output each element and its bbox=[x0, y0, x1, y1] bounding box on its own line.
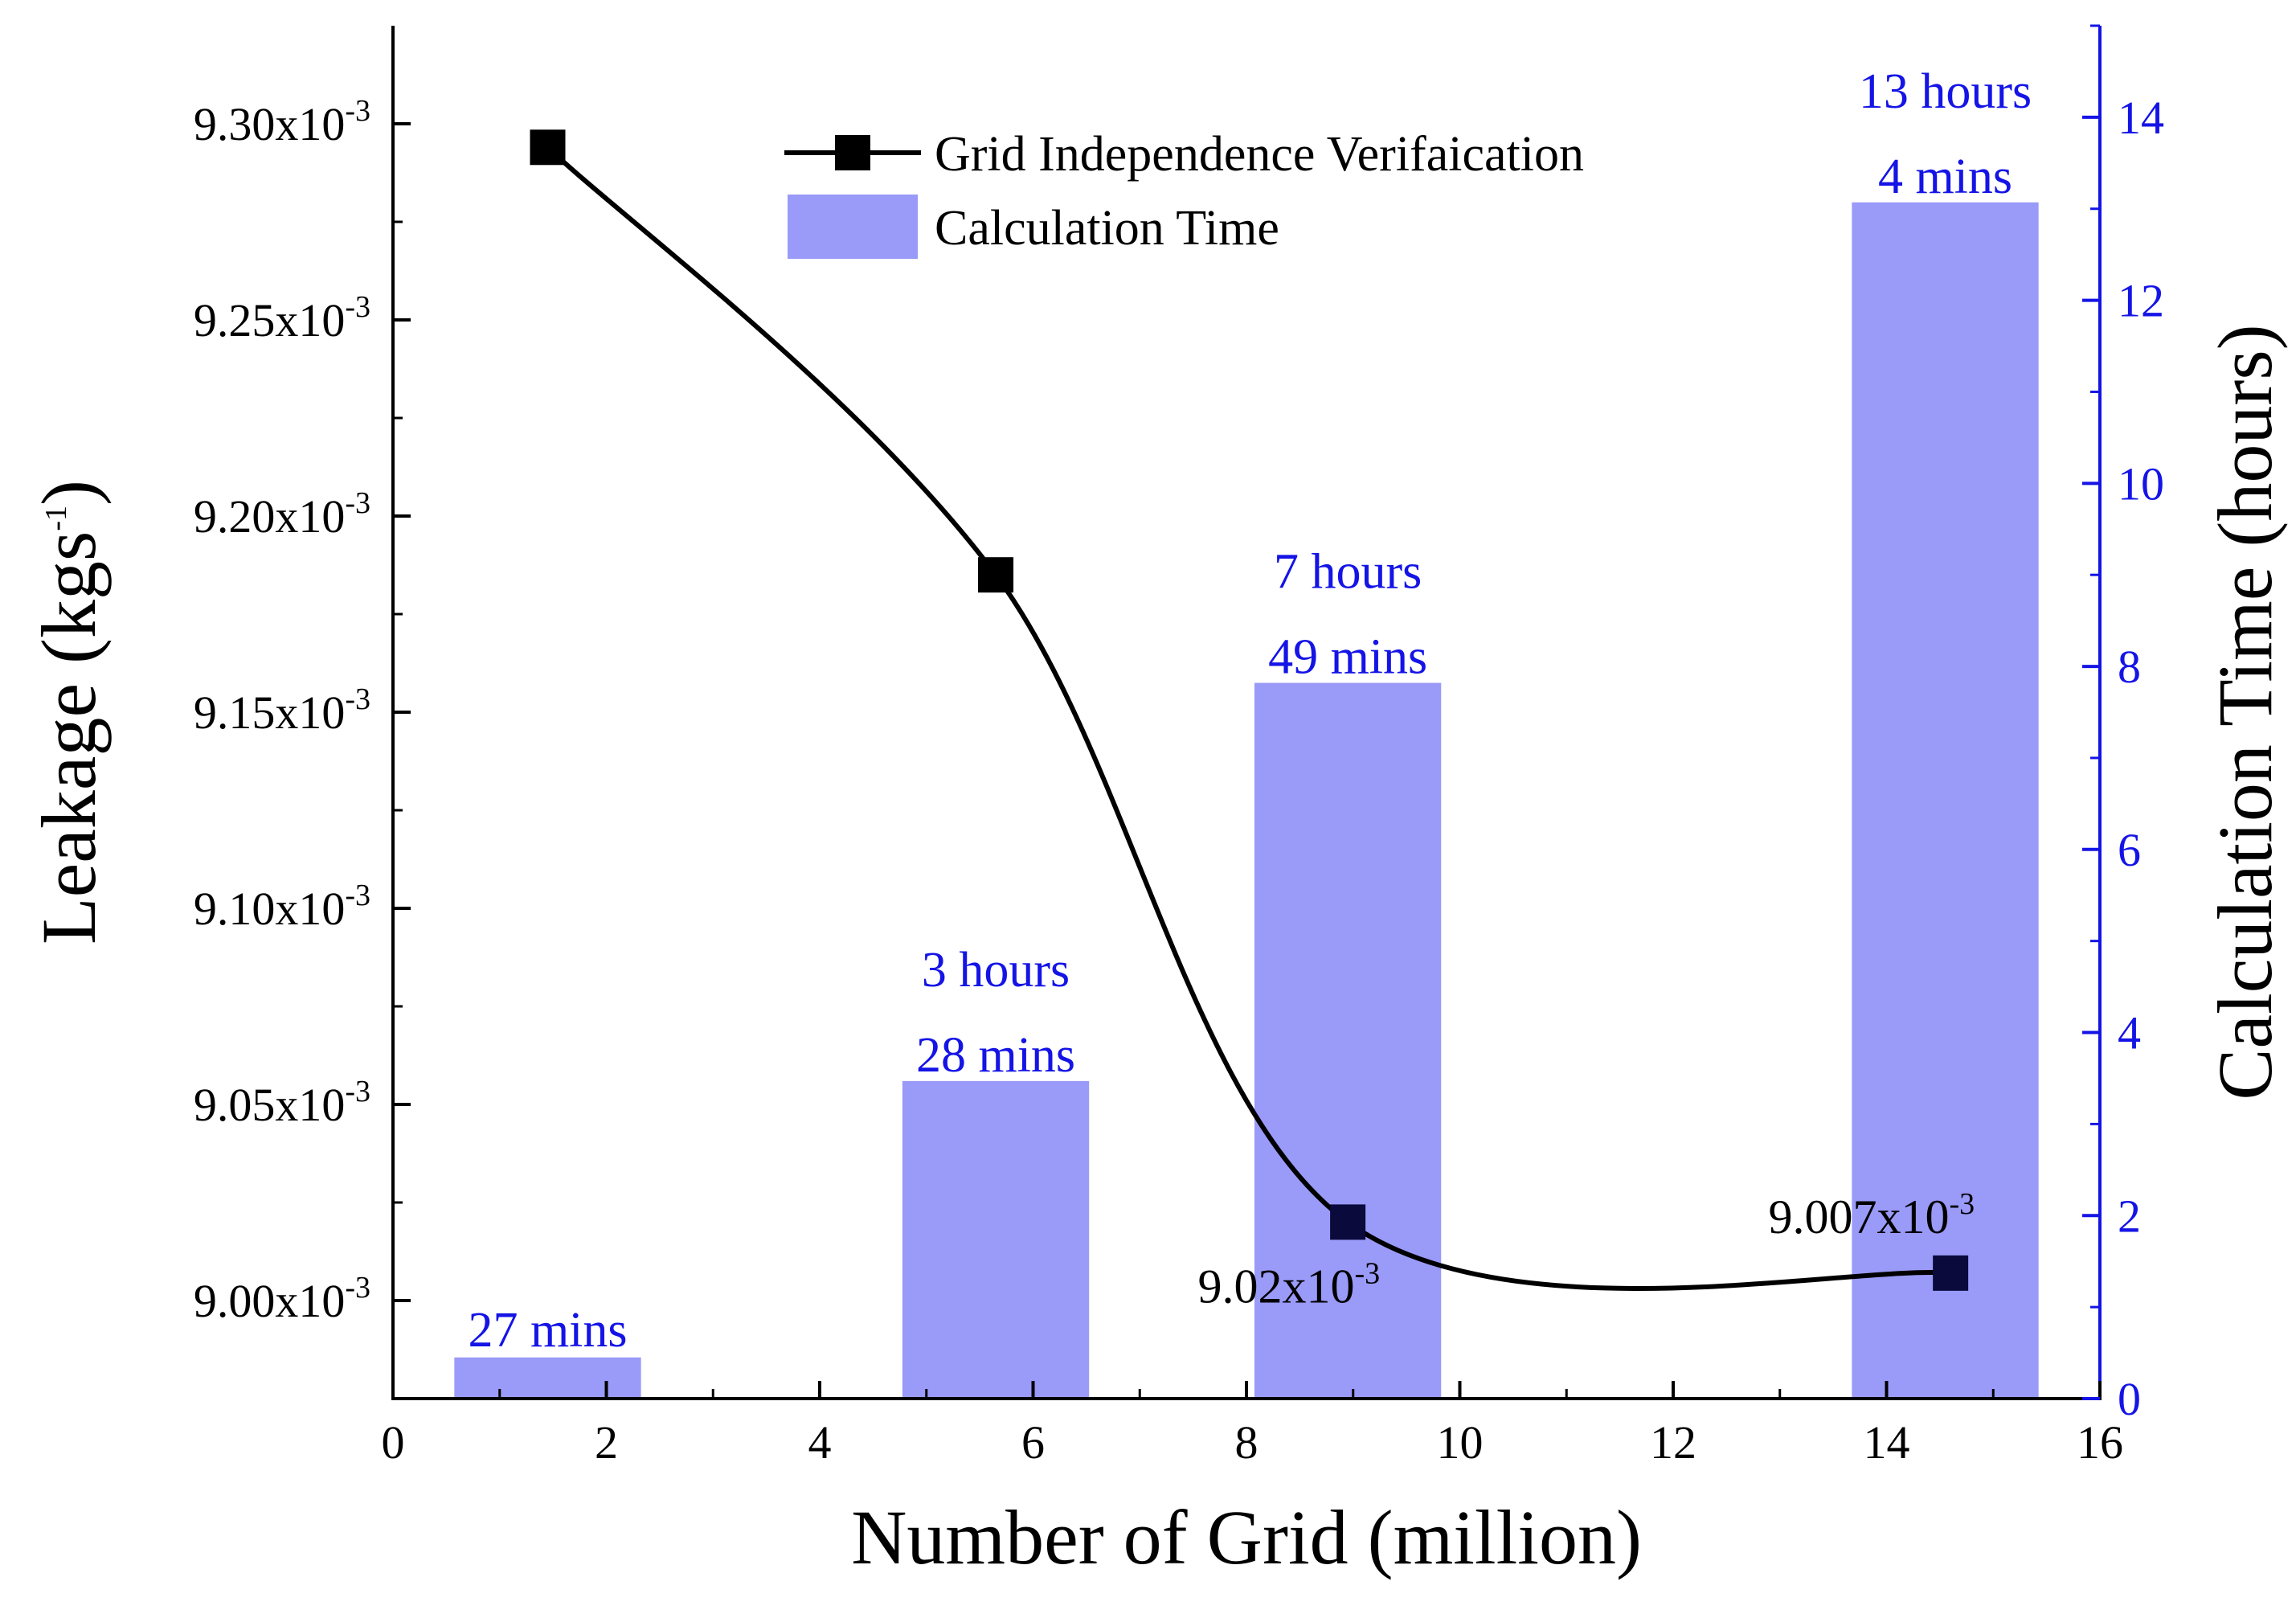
x-tick-label-1: 2 bbox=[595, 1416, 618, 1469]
y-left-tick-label-2: 9.10x10-3 bbox=[194, 879, 370, 935]
y-left-tick-label-1: 9.05x10-3 bbox=[194, 1075, 370, 1131]
x-tick-label-8: 16 bbox=[2077, 1416, 2123, 1469]
data-point-2 bbox=[1330, 1204, 1366, 1240]
bar-0 bbox=[454, 1357, 641, 1399]
bar-label-line2-3: 4 mins bbox=[1878, 150, 2012, 204]
x-tick-label-0: 0 bbox=[382, 1416, 405, 1469]
legend: Grid Independence Verifaication Calculati… bbox=[784, 127, 1584, 259]
y-left-axis-title: Leakage (kgs-1) bbox=[26, 480, 112, 944]
data-point-3 bbox=[1933, 1255, 1969, 1291]
bar-1 bbox=[902, 1080, 1090, 1399]
bar-label-line1-3: 13 hours bbox=[1859, 64, 2032, 119]
point-annotation-1: 9.007x10-3 bbox=[1768, 1187, 1975, 1243]
data-point-1 bbox=[978, 557, 1014, 593]
series-line bbox=[546, 145, 1951, 1291]
bar-2 bbox=[1254, 682, 1442, 1399]
x-axis-title: Number of Grid (million) bbox=[851, 1494, 1642, 1580]
y-right-tick-label-1: 2 bbox=[2118, 1190, 2141, 1242]
legend-label-bar: Calculation Time bbox=[935, 201, 1279, 256]
point-annotation-0: 9.02x10-3 bbox=[1197, 1256, 1380, 1313]
data-point-0 bbox=[530, 129, 566, 166]
y-left-tick-label-5: 9.25x10-3 bbox=[194, 290, 370, 346]
y-right-tick-label-7: 14 bbox=[2118, 92, 2164, 144]
y-right-tick-label-4: 8 bbox=[2118, 641, 2141, 693]
x-tick-label-5: 10 bbox=[1437, 1416, 1484, 1469]
bar-label-line1-0: 27 mins bbox=[468, 1303, 627, 1358]
legend-label-line: Grid Independence Verifaication bbox=[935, 127, 1584, 182]
y-right-tick-label-5: 10 bbox=[2118, 457, 2164, 510]
x-tick-label-2: 4 bbox=[808, 1416, 832, 1469]
legend-bar-symbol bbox=[788, 195, 918, 259]
y-left-tick-label-0: 9.00x10-3 bbox=[194, 1271, 370, 1327]
y-right-tick-label-3: 6 bbox=[2118, 824, 2141, 876]
bar-label-line1-1: 3 hours bbox=[922, 943, 1070, 998]
axes-layer: 0 2 4 6 8 10 12 14 16 9.00x10-3 9.05x10-3 9.10x10-3… bbox=[26, 24, 2288, 1580]
x-tick-label-7: 14 bbox=[1864, 1416, 1910, 1469]
y-right-axis-title: Calculation Time (hours) bbox=[2202, 324, 2288, 1100]
bar-3 bbox=[1852, 202, 2039, 1399]
x-tick-label-6: 12 bbox=[1650, 1416, 1696, 1469]
line-layer bbox=[530, 129, 1969, 1291]
x-tick-label-3: 6 bbox=[1021, 1416, 1045, 1469]
bar-label-line1-2: 7 hours bbox=[1274, 545, 1422, 600]
bar-label-line2-1: 28 mins bbox=[916, 1028, 1075, 1083]
labels-layer: 27 mins 3 hours 28 mins 7 hours 49 mins 13 ho… bbox=[468, 64, 2032, 1358]
y-left-tick-label-3: 9.15x10-3 bbox=[194, 682, 370, 739]
y-right-tick-label-0: 0 bbox=[2118, 1373, 2141, 1425]
bars-layer bbox=[454, 202, 2039, 1399]
y-right-tick-label-6: 12 bbox=[2118, 275, 2164, 327]
legend-marker-symbol bbox=[835, 135, 870, 170]
y-left-tick-label-4: 9.20x10-3 bbox=[194, 486, 370, 543]
y-right-tick-label-2: 4 bbox=[2118, 1007, 2141, 1059]
y-left-tick-label-6: 9.30x10-3 bbox=[194, 94, 370, 150]
bar-label-line2-2: 49 mins bbox=[1268, 630, 1427, 685]
x-tick-label-4: 8 bbox=[1235, 1416, 1259, 1469]
